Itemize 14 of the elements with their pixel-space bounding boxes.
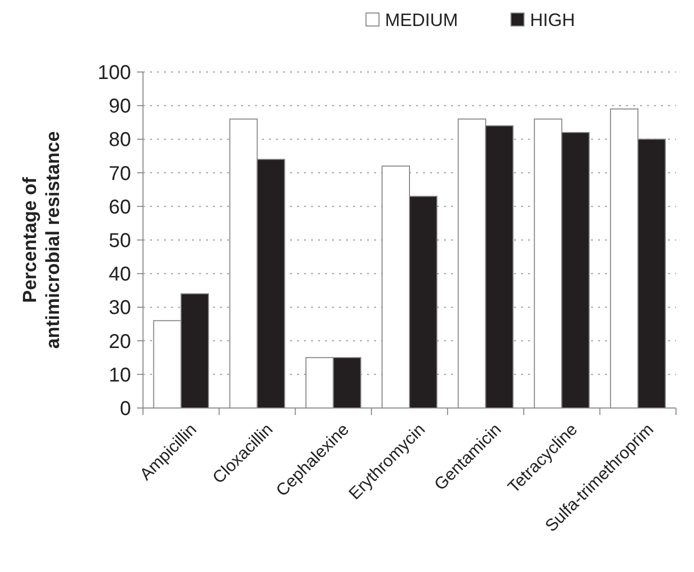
y-tick-label: 100 <box>98 62 131 84</box>
legend-label: MEDIUM <box>385 10 458 30</box>
y-tick-label: 50 <box>108 230 131 252</box>
y-axis-title: Percentage of antimicrobial resistance <box>20 131 64 349</box>
legend-label: HIGH <box>530 10 575 30</box>
y-tick-label: 80 <box>108 129 131 152</box>
y-tick-label: 30 <box>108 297 131 320</box>
y-tick-label: 90 <box>108 96 131 118</box>
y-tick-label: 10 <box>108 364 131 386</box>
y-tick-label: 0 <box>120 398 131 420</box>
y-tick-label: 40 <box>108 264 131 286</box>
y-tick-label: 20 <box>108 330 131 353</box>
y-tick-label: 60 <box>108 196 131 218</box>
y-tick-label: 70 <box>108 162 131 185</box>
